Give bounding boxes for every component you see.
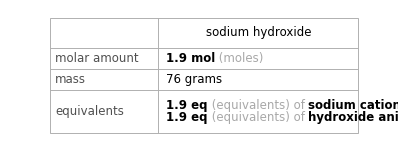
Text: (equivalents) of: (equivalents) of: [207, 111, 308, 124]
Text: equivalents: equivalents: [55, 105, 124, 118]
Text: mass: mass: [55, 73, 86, 86]
Text: (equivalents) of: (equivalents) of: [207, 99, 308, 112]
Text: 1.9 eq: 1.9 eq: [166, 111, 207, 124]
Text: 76 grams: 76 grams: [166, 73, 222, 86]
Text: hydroxide anion: hydroxide anion: [308, 111, 398, 124]
Text: 1.9 eq: 1.9 eq: [166, 99, 207, 112]
Text: molar amount: molar amount: [55, 52, 139, 65]
Text: (moles): (moles): [215, 52, 263, 65]
Text: 1.9 mol: 1.9 mol: [166, 52, 215, 65]
Text: sodium cation: sodium cation: [308, 99, 398, 112]
Text: sodium hydroxide: sodium hydroxide: [205, 26, 311, 39]
